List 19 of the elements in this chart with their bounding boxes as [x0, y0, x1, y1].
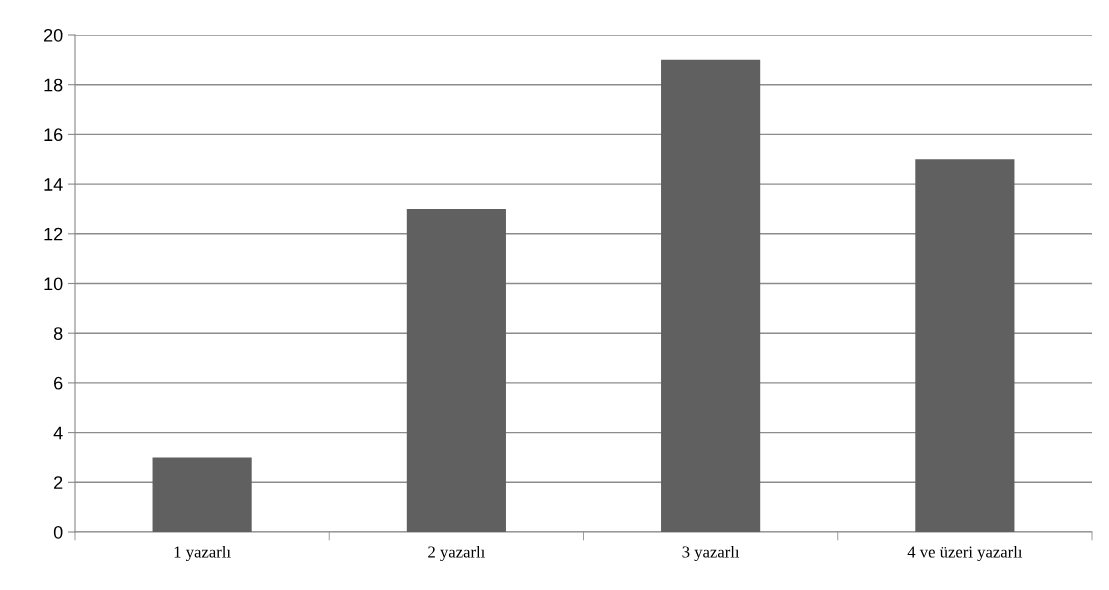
bar	[661, 59, 761, 532]
bar	[915, 159, 1015, 532]
y-tick-label: 20	[44, 28, 63, 42]
y-tick-label: 10	[44, 277, 63, 291]
x-tick-label: 4 ve üzeri yazarlı	[907, 545, 1023, 562]
y-tick-label: 6	[54, 376, 63, 390]
x-tick-label: 1 yazarlı	[174, 545, 231, 562]
bar	[152, 457, 252, 532]
y-tick-label: 8	[53, 327, 63, 340]
y-tick-label: 2	[54, 476, 63, 489]
x-tick-label: 3 yazarlı	[682, 545, 740, 562]
x-tick-label: 2 yazarlı	[428, 545, 485, 562]
bar	[406, 208, 506, 532]
y-tick-label: 0	[53, 525, 63, 539]
y-tick-label: 4	[53, 426, 63, 440]
y-tick-label: 14	[44, 178, 63, 191]
y-tick-label: 18	[44, 78, 63, 92]
y-tick-label: 12	[44, 227, 63, 241]
y-tick-label: 16	[44, 128, 63, 142]
